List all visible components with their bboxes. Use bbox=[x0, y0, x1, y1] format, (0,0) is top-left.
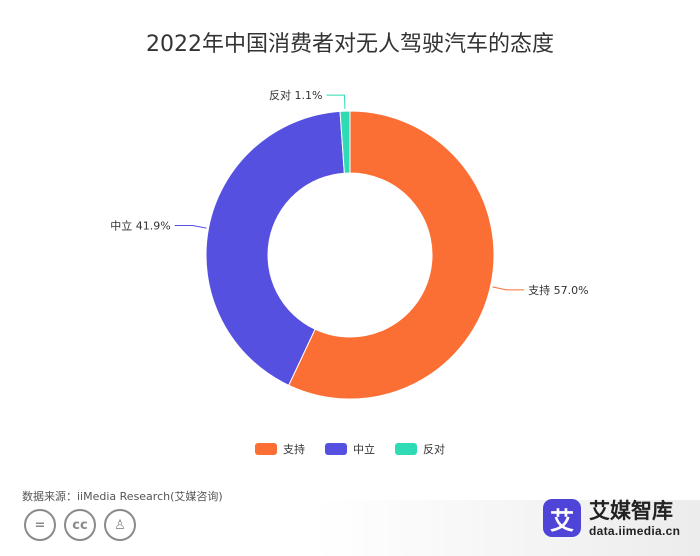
donut-slice-oppose[interactable] bbox=[339, 110, 351, 174]
brand-url: data.iimedia.cn bbox=[589, 524, 681, 538]
legend-swatch-oppose bbox=[395, 443, 417, 455]
data-label-oppose: 反对 1.1% bbox=[269, 88, 322, 102]
legend-item-support[interactable]: 支持 bbox=[255, 441, 305, 457]
data-source: 数据来源：iiMedia Research(艾媒咨询) bbox=[22, 490, 223, 503]
legend-item-oppose[interactable]: 反对 bbox=[395, 441, 445, 457]
equals-icon: = bbox=[24, 509, 56, 541]
brand-name: 艾媒智库 bbox=[589, 499, 673, 523]
leader-line-neutral bbox=[174, 225, 207, 229]
legend-swatch-neutral bbox=[325, 443, 347, 455]
legend-label-support: 支持 bbox=[283, 444, 305, 456]
legend-label-neutral: 中立 bbox=[353, 444, 375, 456]
legend-label-oppose: 反对 bbox=[423, 444, 445, 456]
leader-line-oppose bbox=[326, 94, 346, 110]
leader-line-support bbox=[492, 286, 525, 291]
legend-swatch-support bbox=[255, 443, 277, 455]
person-icon: ♙ bbox=[104, 509, 136, 541]
brand: 艾 艾媒智库 data.iimedia.cn bbox=[543, 499, 680, 539]
license-icons: = cc ♙ bbox=[24, 509, 136, 541]
data-label-support: 支持 57.0% bbox=[528, 283, 588, 297]
chart-legend: 支持 中立 反对 bbox=[0, 441, 700, 457]
cc-icon: cc bbox=[64, 509, 96, 541]
data-label-neutral: 中立 41.9% bbox=[110, 219, 170, 233]
donut-slice-neutral[interactable] bbox=[205, 110, 345, 386]
brand-logo-icon: 艾 bbox=[543, 499, 581, 537]
chart-title: 2022年中国消费者对无人驾驶汽车的态度 bbox=[146, 32, 554, 57]
donut-slice-support[interactable] bbox=[288, 110, 495, 400]
legend-item-neutral[interactable]: 中立 bbox=[325, 441, 375, 457]
